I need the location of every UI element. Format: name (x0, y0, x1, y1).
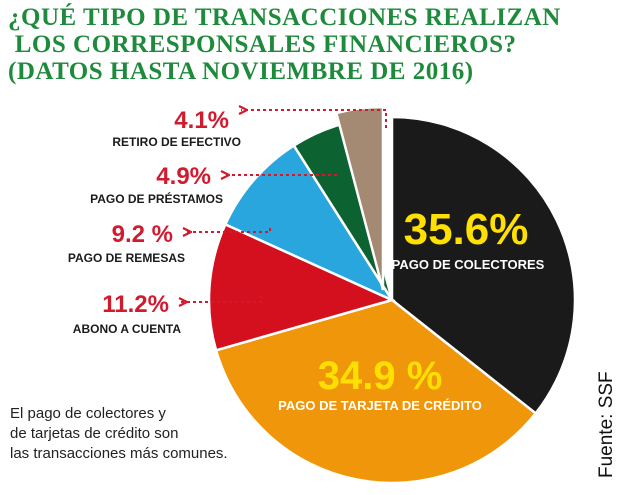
slice-category-label: PAGO DE TARJETA DE CRÉDITO (278, 398, 482, 413)
pie-slice-6 (334, 105, 385, 291)
leader-arrow (185, 228, 271, 232)
slice-category-label: PAGO DE COLECTORES (392, 257, 545, 272)
title-line-3: (DATOS HASTA NOVIEMBRE DE 2016) (8, 58, 474, 85)
leader-arrow (241, 110, 387, 128)
pie-slice-4 (223, 143, 396, 303)
chart-note: El pago de colectores y de tarjetas de c… (10, 404, 310, 464)
note-line-1: El pago de colectores y (10, 405, 166, 422)
note-line-3: las transacciones más comunes. (10, 445, 228, 462)
slice-category-label: RETIRO DE EFECTIVO (112, 135, 241, 149)
slice-value-label: 4.9% (156, 163, 211, 190)
chart-title: ¿QUÉ TIPO DE TRANSACCIONES REALIZAN LOS … (8, 4, 608, 85)
slice-category-label: PAGO DE PRÉSTAMOS (90, 191, 223, 206)
note-line-2: de tarjetas de crédito son (10, 425, 179, 442)
pie-slice-1 (390, 115, 577, 416)
leader-arrow (223, 175, 337, 176)
source-label: Fuente: SSF (596, 371, 617, 478)
slice-value-label: 9.2 % (112, 221, 173, 248)
slice-category-label: ABONO A CUENTA (73, 322, 182, 336)
slice-category-label: PAGO DE REMESAS (68, 251, 185, 265)
title-line-2: LOS CORRESPONSALES FINANCIEROS? (8, 31, 517, 58)
slice-value-label: 34.9 % (318, 354, 443, 398)
title-line-1: ¿QUÉ TIPO DE TRANSACCIONES REALIZAN (8, 4, 561, 31)
leader-arrow (181, 295, 262, 302)
pie-slice-2 (214, 298, 538, 485)
slice-value-label: 4.1% (174, 107, 229, 134)
slice-value-label: 11.2% (102, 291, 169, 318)
slice-value-label: 35.6% (404, 205, 529, 254)
pie-slice-3 (207, 222, 396, 352)
